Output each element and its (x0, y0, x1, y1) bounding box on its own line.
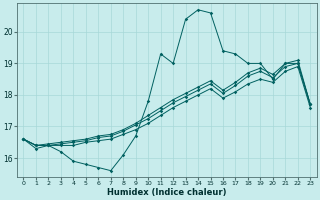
X-axis label: Humidex (Indice chaleur): Humidex (Indice chaleur) (107, 188, 227, 197)
